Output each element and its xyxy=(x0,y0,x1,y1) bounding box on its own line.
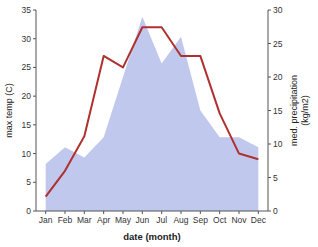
y-tick xyxy=(33,124,36,125)
x-tick xyxy=(239,211,240,214)
x-tick xyxy=(103,211,104,214)
y-tick-label: 15 xyxy=(22,120,32,130)
x-tick-label: Sep xyxy=(193,215,208,225)
y2-tick-label: 0 xyxy=(273,206,278,216)
y2-tick xyxy=(268,110,271,111)
x-tick-label: Jul xyxy=(156,215,167,225)
x-tick xyxy=(181,211,182,214)
y2-axis-label-line: (kg/m2) xyxy=(300,95,310,126)
y-tick-label: 10 xyxy=(22,149,32,159)
x-tick-label: Aug xyxy=(173,215,188,225)
y-tick-label: 0 xyxy=(26,206,31,216)
y-tick-label: 30 xyxy=(22,34,32,44)
y2-tick xyxy=(268,177,271,178)
x-axis xyxy=(36,211,268,212)
x-tick xyxy=(219,211,220,214)
y2-tick-label: 15 xyxy=(273,106,283,116)
x-tick-label: Feb xyxy=(58,215,73,225)
x-tick-label: Oct xyxy=(213,215,227,225)
y-tick-label: 20 xyxy=(22,91,32,101)
chart: Jan Feb Mar Apr MayJun Jul Aug Sep Oct Nov Dec 0 5 10… xyxy=(0,0,318,247)
precip-area xyxy=(46,17,259,211)
y2-tick xyxy=(268,211,271,212)
y2-tick-label: 10 xyxy=(273,139,283,149)
y2-tick-label: 25 xyxy=(273,39,283,49)
plot-area xyxy=(46,17,259,211)
y2-tick xyxy=(268,10,271,11)
y2-axis-label-line: med. precipitation xyxy=(289,75,299,146)
y-tick xyxy=(33,211,36,212)
x-tick-label: Apr xyxy=(97,215,110,225)
x-tick xyxy=(258,211,259,214)
x-tick-label: Nov xyxy=(231,215,247,225)
y2-tick-label: 20 xyxy=(273,72,283,82)
x-axis-label: date (month) xyxy=(123,231,181,242)
y-tick xyxy=(33,38,36,39)
y-tick xyxy=(33,96,36,97)
y-tick-label: 5 xyxy=(26,177,31,187)
x-tick-label: May xyxy=(115,215,132,225)
x-tick-label: Mar xyxy=(77,215,92,225)
x-tick xyxy=(45,211,46,214)
y-axis-label: max temp (C) xyxy=(4,83,14,138)
x-tick xyxy=(142,211,143,214)
y2-tick xyxy=(268,43,271,44)
x-tick xyxy=(84,211,85,214)
x-tick-label: Dec xyxy=(251,215,267,225)
y2-tick xyxy=(268,144,271,145)
y2-axis-label: med. precipitation(kg/m2) xyxy=(289,75,310,146)
y2-tick xyxy=(268,77,271,78)
x-tick-label: Jun xyxy=(135,215,149,225)
y-tick xyxy=(33,10,36,11)
x-tick xyxy=(123,211,124,214)
y-tick xyxy=(33,153,36,154)
x-tick-label: Jan xyxy=(39,215,53,225)
y-axis xyxy=(36,10,37,211)
y-tick-label: 35 xyxy=(22,5,32,15)
x-tick xyxy=(161,211,162,214)
y-tick xyxy=(33,67,36,68)
y2-tick-label: 30 xyxy=(273,5,283,15)
y-tick xyxy=(33,182,36,183)
x-tick xyxy=(65,211,66,214)
temp-line xyxy=(46,27,259,196)
x-tick xyxy=(200,211,201,214)
y2-tick-label: 5 xyxy=(273,173,278,183)
y-tick-label: 25 xyxy=(22,62,32,72)
